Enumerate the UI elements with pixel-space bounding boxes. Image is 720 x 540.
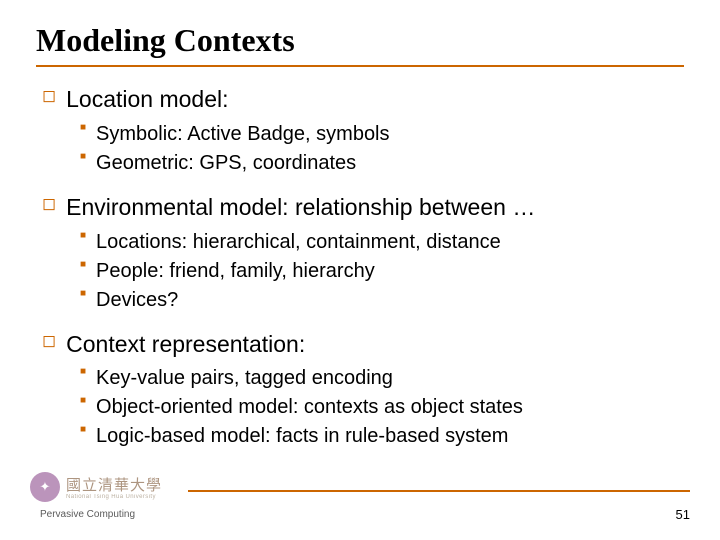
list-item-label: Environmental model: relationship betwee… <box>66 193 535 222</box>
list-item: ■ People: friend, family, hierarchy <box>80 258 678 284</box>
square-bullet-icon: ◻ <box>42 330 56 351</box>
list-item-label: Geometric: GPS, coordinates <box>96 150 356 176</box>
square-bullet-icon: ■ <box>80 423 86 436</box>
list-item-label: People: friend, family, hierarchy <box>96 258 375 284</box>
square-bullet-icon: ◻ <box>42 193 56 214</box>
list-item: ■ Object-oriented model: contexts as obj… <box>80 394 678 420</box>
logo-emblem-icon: ✦ <box>30 472 60 502</box>
list-item-label: Devices? <box>96 287 178 313</box>
list-item-label: Logic-based model: facts in rule-based s… <box>96 423 508 449</box>
square-bullet-icon: ■ <box>80 394 86 407</box>
square-bullet-icon: ■ <box>80 365 86 378</box>
list-item-label: Object-oriented model: contexts as objec… <box>96 394 523 420</box>
content-area: ◻ Location model: ■ Symbolic: Active Bad… <box>36 71 684 456</box>
list-item: ■ Devices? <box>80 287 678 313</box>
logo-english: National Tsing Hua University <box>66 494 162 500</box>
footer: ✦ 國立清華大學 National Tsing Hua University P… <box>0 480 720 522</box>
sub-list: ■ Symbolic: Active Badge, symbols ■ Geom… <box>42 114 678 183</box>
footer-label: Pervasive Computing <box>40 509 135 520</box>
sub-list: ■ Key-value pairs, tagged encoding ■ Obj… <box>42 358 678 456</box>
square-bullet-icon: ◻ <box>42 85 56 106</box>
square-bullet-icon: ■ <box>80 229 86 242</box>
list-item-label: Locations: hierarchical, containment, di… <box>96 229 501 255</box>
list-item-label: Symbolic: Active Badge, symbols <box>96 121 389 147</box>
list-item: ◻ Context representation: ■ Key-value pa… <box>42 330 678 457</box>
logo-chinese: 國立清華大學 <box>66 474 162 495</box>
list-item: ■ Locations: hierarchical, containment, … <box>80 229 678 255</box>
square-bullet-icon: ■ <box>80 150 86 163</box>
slide: Modeling Contexts ◻ Location model: ■ Sy… <box>0 0 720 540</box>
university-logo: ✦ 國立清華大學 National Tsing Hua University <box>30 472 162 502</box>
page-number: 51 <box>676 507 690 522</box>
list-item: ◻ Environmental model: relationship betw… <box>42 193 678 320</box>
sub-list: ■ Locations: hierarchical, containment, … <box>42 222 678 320</box>
logo-text: 國立清華大學 National Tsing Hua University <box>66 474 162 500</box>
list-item-label: Context representation: <box>66 330 305 359</box>
list-item-label: Location model: <box>66 85 228 114</box>
slide-title: Modeling Contexts <box>36 22 684 59</box>
footer-divider <box>188 490 690 492</box>
title-block: Modeling Contexts <box>36 22 684 67</box>
list-item: ◻ Location model: ■ Symbolic: Active Bad… <box>42 85 678 183</box>
list-item-label: Key-value pairs, tagged encoding <box>96 365 393 391</box>
list-item: ■ Symbolic: Active Badge, symbols <box>80 121 678 147</box>
list-item: ■ Logic-based model: facts in rule-based… <box>80 423 678 449</box>
list-item: ■ Geometric: GPS, coordinates <box>80 150 678 176</box>
outline-list: ◻ Location model: ■ Symbolic: Active Bad… <box>42 85 678 456</box>
square-bullet-icon: ■ <box>80 121 86 134</box>
title-underline <box>36 65 684 67</box>
square-bullet-icon: ■ <box>80 258 86 271</box>
list-item: ■ Key-value pairs, tagged encoding <box>80 365 678 391</box>
square-bullet-icon: ■ <box>80 287 86 300</box>
